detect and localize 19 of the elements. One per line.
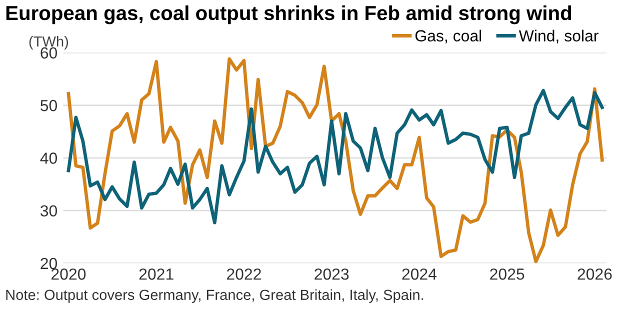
legend-label: Wind, solar xyxy=(518,30,598,44)
x-tick-label: 2024 xyxy=(402,268,437,280)
y-tick-label: 50 xyxy=(40,100,58,112)
line-series xyxy=(66,88,604,224)
y-tick-label: 60 xyxy=(40,47,58,59)
x-tick-label: 2026 xyxy=(578,268,612,280)
x-tick-label: 2020 xyxy=(52,268,86,280)
x-tick-label: 2021 xyxy=(139,268,174,280)
y-tick-label: 30 xyxy=(40,205,58,217)
x-tick-label: 2025 xyxy=(490,268,524,280)
legend-label: Gas, coal xyxy=(415,30,482,44)
text: Note: Output covers Germany, France, Great Britain, Italy, Spain. xyxy=(6,289,424,303)
chart-title: European gas, coal output shrinks in Feb amid strong wind xyxy=(6,5,572,24)
y-axis-title: (TWh) xyxy=(29,36,68,50)
line-series xyxy=(66,57,604,264)
y-tick-label: 40 xyxy=(40,152,58,164)
x-tick-label: 2023 xyxy=(314,268,349,280)
y-tick-label: 20 xyxy=(40,258,58,270)
x-tick-label: 2022 xyxy=(227,268,261,280)
